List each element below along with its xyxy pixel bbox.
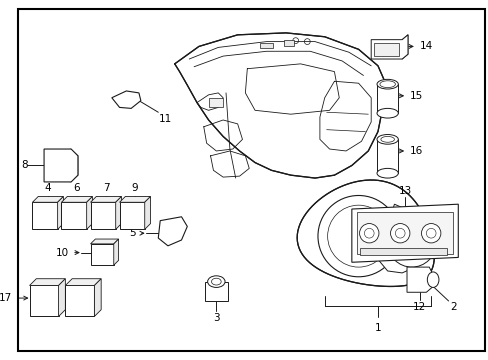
Circle shape — [359, 224, 378, 243]
Polygon shape — [86, 197, 92, 229]
Bar — [376, 84, 398, 113]
Bar — [204, 282, 227, 301]
Text: 13: 13 — [398, 186, 411, 197]
Polygon shape — [351, 204, 457, 262]
Text: 3: 3 — [213, 312, 219, 323]
Ellipse shape — [376, 108, 398, 118]
Text: 7: 7 — [102, 183, 109, 193]
Text: 11: 11 — [159, 114, 172, 124]
Polygon shape — [61, 197, 92, 202]
Ellipse shape — [427, 272, 438, 287]
Bar — [61, 202, 86, 229]
Text: 18: 18 — [35, 293, 63, 303]
Text: 14: 14 — [408, 41, 432, 51]
Polygon shape — [144, 197, 150, 229]
Bar — [90, 202, 116, 229]
Text: 8: 8 — [21, 161, 27, 171]
Text: 15: 15 — [398, 91, 422, 101]
Bar — [32, 202, 58, 229]
Polygon shape — [377, 204, 428, 273]
Bar — [356, 212, 452, 253]
Circle shape — [390, 224, 409, 243]
Bar — [119, 202, 144, 229]
Polygon shape — [32, 197, 63, 202]
Bar — [373, 42, 398, 56]
Text: 12: 12 — [412, 302, 426, 312]
Text: 1: 1 — [374, 323, 381, 333]
Polygon shape — [370, 35, 407, 59]
Ellipse shape — [376, 135, 398, 144]
Polygon shape — [112, 91, 141, 108]
Polygon shape — [59, 279, 65, 316]
Text: 2: 2 — [449, 302, 456, 312]
Text: 17: 17 — [0, 293, 27, 303]
Polygon shape — [119, 197, 150, 202]
Polygon shape — [174, 33, 387, 178]
Bar — [259, 42, 273, 48]
Polygon shape — [116, 197, 121, 229]
Polygon shape — [58, 197, 63, 229]
Text: 9: 9 — [131, 183, 138, 193]
Polygon shape — [90, 197, 121, 202]
Text: 16: 16 — [398, 146, 422, 156]
Polygon shape — [29, 279, 65, 285]
Polygon shape — [406, 267, 432, 292]
Text: 4: 4 — [44, 183, 51, 193]
Polygon shape — [94, 279, 101, 316]
Circle shape — [387, 219, 435, 267]
Bar — [65, 285, 94, 316]
Circle shape — [317, 195, 398, 277]
Bar — [47, 153, 70, 178]
Polygon shape — [65, 279, 101, 285]
Polygon shape — [158, 217, 187, 246]
Polygon shape — [297, 180, 433, 287]
Bar — [284, 40, 293, 46]
Bar — [90, 244, 114, 265]
Bar — [359, 248, 446, 256]
Ellipse shape — [207, 276, 224, 287]
Ellipse shape — [376, 168, 398, 178]
Text: 5: 5 — [129, 228, 143, 238]
Circle shape — [421, 224, 440, 243]
Ellipse shape — [376, 79, 398, 89]
Bar — [376, 139, 398, 173]
Bar — [29, 285, 59, 316]
Polygon shape — [44, 149, 78, 182]
Polygon shape — [90, 239, 119, 244]
Text: 6: 6 — [74, 183, 80, 193]
Text: 10: 10 — [56, 248, 79, 258]
Bar — [208, 98, 223, 107]
Polygon shape — [114, 239, 119, 265]
